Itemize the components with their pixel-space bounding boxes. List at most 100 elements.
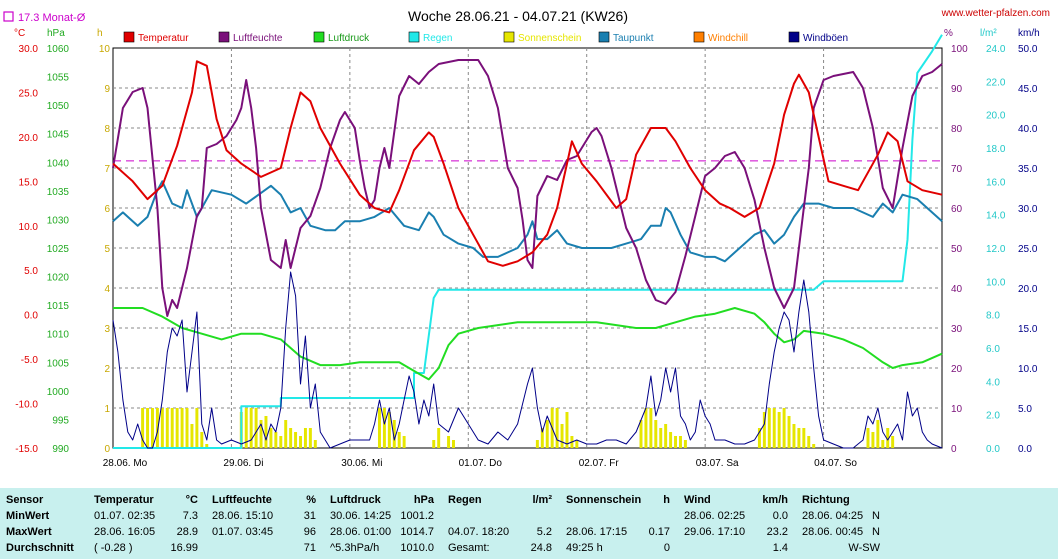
site-link[interactable]: www.wetter-pfalzen.com [941, 8, 1050, 19]
temp-tick-label: -10.0 [15, 400, 38, 411]
temp-tick-label: 30.0 [19, 44, 39, 55]
sunshine-bar [644, 408, 648, 448]
chart-title: Woche 28.06.21 - 04.07.21 (KW26) [408, 8, 628, 24]
sunshine-bar [200, 432, 204, 448]
sunshine-bar [555, 408, 559, 448]
stats-time: Gesamt: [448, 542, 490, 554]
stats-value: 5.2 [536, 526, 552, 538]
humidity-tick-label: 100 [951, 44, 968, 55]
sunshine-bar [279, 436, 283, 448]
unit-kmh: km/h [1018, 28, 1040, 39]
stats-time: 28.06. 01:00 [330, 526, 392, 538]
stats-header-unit: l/m² [532, 494, 552, 506]
sunshine-bar [155, 408, 159, 448]
day-label: 03.07. Sa [696, 458, 739, 469]
legend-label: Taupunkt [613, 33, 654, 44]
sunshine-bars [141, 408, 895, 448]
stats-time: ( -0.28 ) [94, 542, 133, 554]
stats-header-label: Luftdruck [330, 494, 381, 506]
stats-time: 28.06. 16:05 [94, 526, 156, 538]
hpa-tick-label: 990 [52, 444, 69, 455]
legend-label: Sonnenschein [518, 33, 581, 44]
sun-tick-label: 7 [104, 164, 110, 175]
hpa-tick-label: 1040 [47, 158, 70, 169]
stats-header-label: Regen [448, 494, 482, 506]
sunshine-bar [757, 428, 761, 448]
rain-tick-label: 14.0 [986, 211, 1006, 222]
rain-tick-label: 24.0 [986, 44, 1006, 55]
sunshine-bar [886, 428, 890, 448]
stats-header-unit: °C [185, 494, 198, 506]
legend-swatch [503, 31, 515, 43]
legend-swatch [218, 31, 230, 43]
sunshine-bar [787, 416, 791, 448]
sunshine-bar [871, 432, 875, 448]
sunshine-bar [150, 408, 154, 448]
sunshine-bar [447, 436, 451, 448]
temp-tick-label: 5.0 [24, 266, 38, 277]
legend-swatch [693, 31, 705, 43]
stats-value: 1010.0 [400, 542, 434, 554]
weather-chart: 30.025.020.015.010.05.00.0-5.0-10.0-15.0… [3, 8, 1050, 469]
stats-value: 1014.7 [400, 526, 434, 538]
sunshine-bar [259, 420, 263, 448]
rain-tick-label: 10.0 [986, 277, 1006, 288]
legend-swatch [598, 31, 610, 43]
hpa-tick-label: 1035 [47, 187, 70, 198]
stats-row-label: Durchschnitt [6, 542, 74, 554]
series-line-windböen [112, 271, 943, 449]
hpa-tick-label: 1050 [47, 101, 70, 112]
sunshine-bar [540, 428, 544, 448]
statistics-table: Sensor MinWert MaxWert Durchschnitt Temperat… [0, 488, 1058, 559]
sunshine-bar [205, 444, 209, 448]
unit-rain: l/m² [980, 28, 997, 39]
sunshine-bar [141, 408, 145, 448]
stats-header-label: Temperatur [94, 494, 154, 506]
sunshine-bar [146, 408, 150, 448]
day-label: 02.07. Fr [579, 458, 620, 469]
stats-value: 96 [303, 526, 316, 538]
sunshine-bar [565, 412, 569, 448]
sunshine-bar [777, 412, 781, 448]
wind-tick-label: 5.0 [1018, 404, 1032, 415]
rain-tick-label: 12.0 [986, 244, 1006, 255]
stats-value: 1.4 [772, 542, 788, 554]
temp-tick-label: 25.0 [19, 88, 39, 99]
hpa-tick-label: 1055 [47, 73, 70, 84]
rain-tick-label: 0.0 [986, 444, 1000, 455]
humidity-tick-label: 50 [951, 244, 963, 255]
rain-tick-label: 22.0 [986, 77, 1006, 88]
sunshine-bar [274, 432, 278, 448]
sun-tick-label: 5 [104, 244, 110, 255]
hpa-tick-label: 1030 [47, 215, 70, 226]
sunshine-bar [866, 428, 870, 448]
wind-tick-label: 30.0 [1018, 204, 1038, 215]
stats-column: Sensor MinWert MaxWert Durchschnitt [0, 488, 88, 559]
hpa-tick-label: 995 [52, 415, 69, 426]
sunshine-bar [678, 436, 682, 448]
wind-tick-label: 20.0 [1018, 284, 1038, 295]
stats-column: Regen l/m² 04.07. 18:20 5.2 Gesamt: 24.8 [442, 488, 560, 559]
temp-tick-label: 15.0 [19, 177, 39, 188]
legend-label: Windchill [708, 33, 748, 44]
sunshine-bar [797, 428, 801, 448]
series-line-temperatur [112, 60, 943, 267]
sunshine-bar [289, 428, 293, 448]
stats-value: N [872, 526, 880, 538]
hpa-tick-label: 1005 [47, 358, 70, 369]
day-label: 30.06. Mi [341, 458, 382, 469]
stats-row-label: MaxWert [6, 526, 52, 538]
stats-value: 1001.2 [400, 510, 434, 522]
sunshine-bar [802, 428, 806, 448]
day-label: 04.07. So [814, 458, 857, 469]
stats-time: 30.06. 14:25 [330, 510, 392, 522]
monthly-avg-icon [3, 11, 14, 22]
rain-tick-label: 20.0 [986, 111, 1006, 122]
humidity-tick-label: 10 [951, 404, 963, 415]
stats-header-label: Luftfeuchte [212, 494, 272, 506]
sunshine-bar [639, 420, 643, 448]
sunshine-bar [807, 436, 811, 448]
rain-tick-label: 4.0 [986, 377, 1000, 388]
sunshine-bar [560, 424, 564, 448]
monthly-avg-label: 17.3 Monat-Ø [18, 12, 86, 24]
